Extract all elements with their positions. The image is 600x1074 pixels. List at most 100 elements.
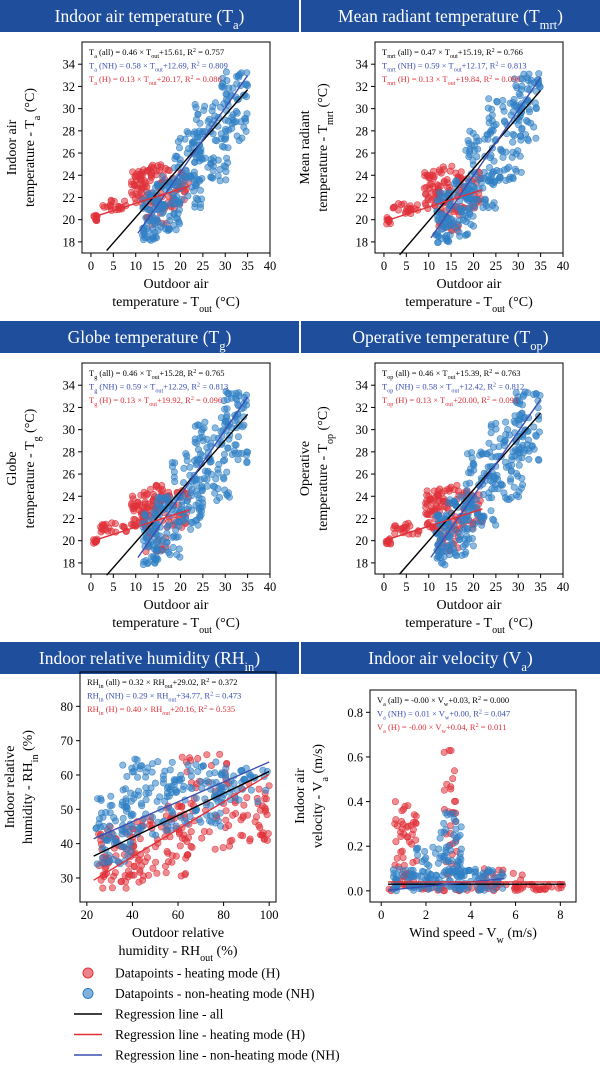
point-non-heating — [510, 102, 518, 110]
y-tick-label: 28 — [63, 445, 76, 459]
point-heating — [401, 802, 409, 810]
x-tick-label: 5 — [110, 580, 116, 594]
point-non-heating — [445, 842, 453, 850]
point-non-heating — [138, 762, 146, 770]
point-heating — [178, 803, 186, 811]
point-heating — [404, 519, 412, 527]
point-non-heating — [188, 519, 196, 527]
point-non-heating — [157, 503, 165, 511]
point-non-heating — [103, 858, 111, 866]
y-axis-label: Indoor air — [5, 119, 20, 175]
point-non-heating — [196, 152, 204, 160]
point-non-heating — [163, 538, 171, 546]
point-non-heating — [477, 448, 485, 456]
point-non-heating — [437, 531, 445, 539]
point-non-heating — [254, 798, 262, 806]
point-non-heating — [519, 75, 527, 83]
y-tick-label: 0.6 — [347, 750, 363, 764]
point-heating — [183, 851, 191, 859]
point-non-heating — [431, 849, 439, 857]
point-heating — [397, 848, 405, 856]
point-non-heating — [458, 551, 466, 559]
point-non-heating — [188, 183, 196, 191]
y-tick-label: 22 — [63, 512, 76, 526]
y-tick-label: 26 — [63, 147, 76, 161]
point-non-heating — [440, 828, 448, 836]
point-non-heating — [518, 474, 526, 482]
y-tick-label: 18 — [356, 556, 369, 570]
x-tick-label: 20 — [467, 259, 480, 273]
point-non-heating — [452, 834, 460, 842]
point-non-heating — [467, 220, 475, 228]
point-non-heating — [462, 867, 470, 875]
point-non-heating — [211, 136, 219, 144]
point-non-heating — [525, 455, 533, 463]
point-heating — [420, 184, 428, 192]
point-non-heating — [186, 463, 194, 471]
point-heating — [188, 843, 196, 851]
point-non-heating — [220, 450, 228, 458]
y-axis-label: temperature - Tmrt (°C) — [316, 83, 336, 212]
point-heating — [136, 868, 144, 876]
point-non-heating — [469, 460, 477, 468]
point-non-heating — [152, 510, 160, 518]
point-heating — [530, 885, 538, 893]
point-non-heating — [184, 129, 192, 137]
equation-1: Tmrt (NH) = 0.59 × Tout+12.17, R2 = 0.81… — [382, 61, 527, 74]
y-axis-label: humidity - RHin (%) — [21, 730, 41, 844]
y-tick-label: 26 — [63, 468, 76, 482]
point-non-heating — [492, 521, 500, 529]
x-tick-label: 15 — [445, 259, 458, 273]
point-non-heating — [95, 819, 103, 827]
point-non-heating — [106, 822, 114, 830]
x-tick-label: 25 — [197, 580, 210, 594]
regression-line-nh — [430, 399, 542, 558]
point-non-heating — [181, 135, 189, 143]
point-non-heating — [138, 802, 146, 810]
point-non-heating — [192, 104, 200, 112]
point-non-heating — [193, 129, 201, 137]
point-non-heating — [201, 467, 209, 475]
regression-line-all — [93, 770, 270, 857]
regression-line-h — [92, 509, 190, 542]
x-axis-label: Outdoor air — [144, 277, 209, 292]
point-non-heating — [157, 494, 165, 502]
point-heating — [148, 169, 156, 177]
point-non-heating — [156, 793, 164, 801]
x-tick-label: 0 — [381, 580, 387, 594]
point-non-heating — [209, 482, 217, 490]
point-heating — [262, 795, 270, 803]
point-non-heating — [243, 80, 251, 88]
point-non-heating — [462, 146, 470, 154]
equation-0: Ta (all) = 0.46 × Tout+15.61, R2 = 0.757 — [89, 47, 224, 60]
x-axis-label: temperature - Tout (°C) — [405, 616, 533, 636]
point-non-heating — [438, 225, 446, 233]
point-non-heating — [107, 792, 115, 800]
x-tick-label: 20 — [174, 580, 187, 594]
regression-lines — [385, 76, 542, 256]
point-non-heating — [519, 441, 527, 449]
point-non-heating — [208, 107, 216, 115]
point-non-heating — [240, 413, 248, 421]
point-non-heating — [389, 866, 397, 874]
point-non-heating — [473, 153, 481, 161]
regression-line-h — [93, 773, 270, 881]
point-heating — [127, 188, 135, 196]
regression-lines — [385, 399, 542, 575]
point-non-heating — [219, 79, 227, 87]
banner-title: Indoor relative humidity (RHin) — [39, 648, 260, 674]
x-tick-label: 30 — [219, 580, 232, 594]
point-non-heating — [193, 487, 201, 495]
point-heating — [264, 830, 272, 838]
point-non-heating — [487, 177, 495, 185]
x-tick-label: 5 — [403, 259, 409, 273]
x-tick-label: 40 — [557, 580, 570, 594]
point-heating — [448, 162, 456, 170]
point-heating — [457, 168, 465, 176]
point-heating — [198, 834, 206, 842]
scatter-points — [382, 388, 544, 569]
point-non-heating — [172, 226, 180, 234]
point-non-heating — [523, 85, 531, 93]
point-non-heating — [413, 846, 421, 854]
y-tick-label: 0.4 — [347, 795, 363, 809]
